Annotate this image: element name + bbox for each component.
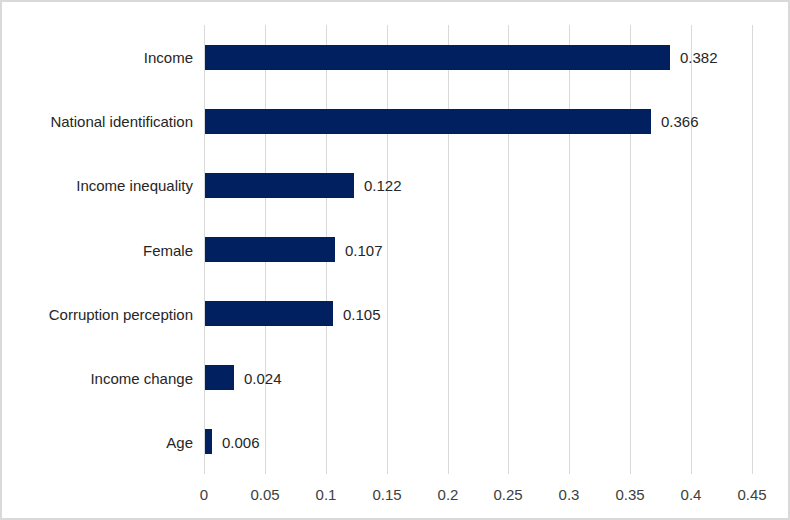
x-tick-0.45: 0.45 [722, 487, 782, 502]
x-tick-0: 0 [174, 487, 234, 502]
bar-income-change [205, 365, 234, 390]
bar-age [205, 429, 212, 454]
x-tick-0.3: 0.3 [539, 487, 599, 502]
category-label-income-change: Income change [2, 371, 193, 386]
data-label-corruption-perception: 0.105 [343, 307, 381, 322]
x-tick-0.1: 0.1 [296, 487, 356, 502]
category-label-corruption-perception: Corruption perception [2, 307, 193, 322]
bar-chart: Income National identification Income ineq… [0, 0, 790, 520]
category-label-age: Age [2, 435, 193, 450]
bar-corruption-perception [205, 301, 333, 326]
x-tick-0.15: 0.15 [357, 487, 417, 502]
bar-income-inequality [205, 173, 354, 198]
gridline-x-0.2 [448, 25, 449, 474]
x-tick-0.25: 0.25 [478, 487, 538, 502]
data-label-income: 0.382 [680, 50, 718, 65]
gridline-x-0.25 [508, 25, 509, 474]
category-label-income: Income [2, 50, 193, 65]
category-label-income-inequality: Income inequality [2, 178, 193, 193]
x-tick-0.35: 0.35 [600, 487, 660, 502]
data-label-national-identification: 0.366 [661, 114, 699, 129]
x-tick-0.05: 0.05 [235, 487, 295, 502]
bar-national-identification [205, 109, 651, 134]
category-label-female: Female [2, 243, 193, 258]
gridline-x-0.3 [569, 25, 570, 474]
gridline-x-0.4 [691, 25, 692, 474]
data-label-income-inequality: 0.122 [364, 178, 402, 193]
gridline-x-0.15 [387, 25, 388, 474]
gridline-x-0.45 [752, 25, 753, 474]
data-label-female: 0.107 [345, 243, 383, 258]
x-tick-0.4: 0.4 [661, 487, 721, 502]
bar-female [205, 237, 335, 262]
x-tick-0.2: 0.2 [418, 487, 478, 502]
data-label-age: 0.006 [222, 435, 260, 450]
data-label-income-change: 0.024 [244, 371, 282, 386]
plot-area: 0.382 0.366 0.122 0.107 0.105 0.024 0.006 [204, 25, 752, 474]
gridline-x-0.35 [630, 25, 631, 474]
category-label-national-identification: National identification [2, 114, 193, 129]
bar-income [205, 45, 670, 70]
